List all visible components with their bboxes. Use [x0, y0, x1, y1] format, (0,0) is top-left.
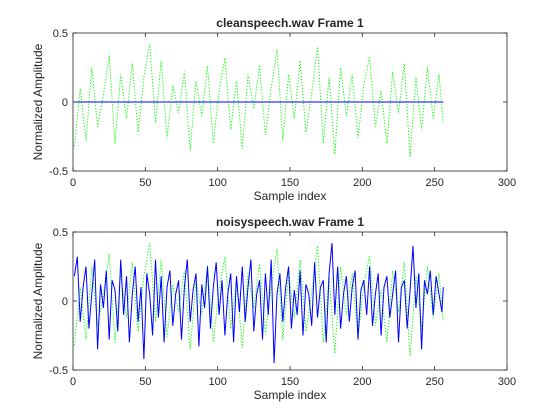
x-tick-label: 200	[353, 376, 371, 388]
x-tick-label: 100	[208, 376, 226, 388]
x-tick-label: 50	[139, 376, 151, 388]
x-tick-label: 150	[281, 177, 299, 189]
x-tick-label: 100	[208, 177, 226, 189]
plot-area	[73, 43, 444, 158]
x-tick-label: 0	[70, 177, 76, 189]
x-tick-label: 250	[425, 376, 443, 388]
chart-title: cleanspeech.wav Frame 1	[216, 16, 364, 30]
y-tick-label: 0.5	[53, 28, 68, 40]
x-tick-label: 150	[281, 376, 299, 388]
subplot-2: 0 50 100 150 200 250 300-0.500.5noisyspeech.wa…	[31, 215, 516, 402]
series-line-2	[73, 242, 444, 364]
y-tick-label: 0.5	[53, 227, 68, 239]
x-tick-label: 200	[353, 177, 371, 189]
y-tick-label: -0.5	[49, 166, 68, 178]
y-axis-label: Normalized Amplitude	[31, 43, 45, 160]
y-tick-label: -0.5	[49, 365, 68, 377]
x-axis-label: Sample index	[254, 189, 327, 203]
plot-area	[73, 242, 444, 364]
x-tick-label: 300	[498, 376, 516, 388]
x-axis-label: Sample index	[254, 388, 327, 402]
series-line-1	[73, 43, 444, 158]
x-tick-label: 50	[139, 177, 151, 189]
x-tick-label: 250	[425, 177, 443, 189]
y-tick-label: 0	[62, 296, 68, 308]
y-tick-label: 0	[62, 97, 68, 109]
x-tick-label: 0	[70, 376, 76, 388]
subplot-1: 0 50 100 150 200 250 300-0.500.5cleanspeech.wa…	[31, 16, 516, 203]
chart-title: noisyspeech.wav Frame 1	[216, 215, 364, 229]
y-axis-label: Normalized Amplitude	[31, 242, 45, 359]
x-tick-label: 300	[498, 177, 516, 189]
